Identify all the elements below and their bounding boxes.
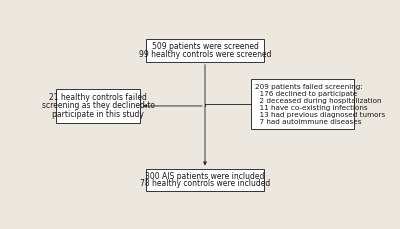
- Text: 209 patients failed screening:: 209 patients failed screening:: [255, 84, 363, 90]
- Text: participate in this study: participate in this study: [52, 110, 144, 119]
- Text: 78 healthy controls were included: 78 healthy controls were included: [140, 179, 270, 188]
- FancyBboxPatch shape: [146, 39, 264, 62]
- Text: 176 declined to participate: 176 declined to participate: [255, 91, 358, 97]
- Text: screening as they declined to: screening as they declined to: [42, 101, 154, 110]
- Text: 2 deceased during hospitalization: 2 deceased during hospitalization: [255, 98, 382, 104]
- Text: 7 had autoimmune diseases: 7 had autoimmune diseases: [255, 119, 362, 125]
- FancyBboxPatch shape: [56, 89, 140, 123]
- FancyBboxPatch shape: [252, 79, 354, 129]
- Text: 21 healthy controls failed: 21 healthy controls failed: [49, 93, 147, 102]
- Text: 13 had previous diagnosed tumors: 13 had previous diagnosed tumors: [255, 112, 386, 118]
- Text: 11 have co-existing infections: 11 have co-existing infections: [255, 105, 368, 111]
- Text: 509 patients were screened: 509 patients were screened: [152, 42, 258, 51]
- FancyBboxPatch shape: [146, 169, 264, 191]
- Text: 99 healthy controls were screened: 99 healthy controls were screened: [139, 50, 271, 59]
- Text: 300 AIS patients were included: 300 AIS patients were included: [145, 172, 265, 181]
